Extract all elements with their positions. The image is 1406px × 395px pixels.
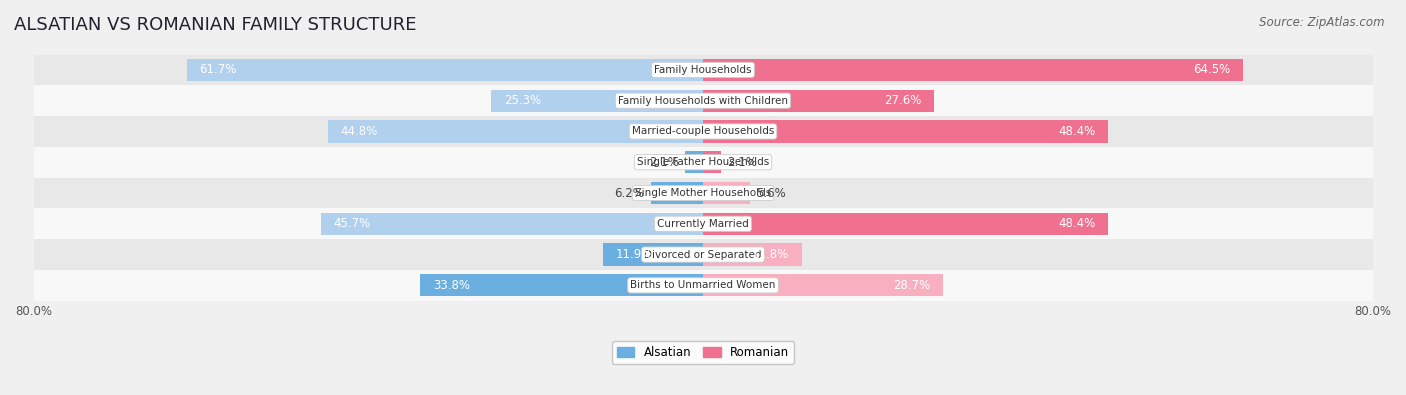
Text: 61.7%: 61.7%	[200, 63, 236, 76]
Bar	[651, 182, 703, 204]
Text: 64.5%: 64.5%	[1192, 63, 1230, 76]
Bar	[703, 213, 1108, 235]
Text: Source: ZipAtlas.com: Source: ZipAtlas.com	[1260, 16, 1385, 29]
Bar	[321, 213, 703, 235]
Bar	[703, 182, 749, 204]
Bar	[34, 270, 1372, 301]
Bar	[34, 116, 1372, 147]
Text: Single Mother Households: Single Mother Households	[636, 188, 770, 198]
Bar	[34, 147, 1372, 178]
Text: Divorced or Separated: Divorced or Separated	[644, 250, 762, 260]
Text: 27.6%: 27.6%	[884, 94, 921, 107]
Text: 48.4%: 48.4%	[1059, 217, 1095, 230]
Bar	[187, 59, 703, 81]
Text: ALSATIAN VS ROMANIAN FAMILY STRUCTURE: ALSATIAN VS ROMANIAN FAMILY STRUCTURE	[14, 16, 416, 34]
Text: Family Households with Children: Family Households with Children	[619, 96, 787, 106]
Text: 2.1%: 2.1%	[648, 156, 679, 169]
Bar	[703, 90, 934, 112]
Bar	[34, 85, 1372, 116]
Text: 25.3%: 25.3%	[503, 94, 541, 107]
Text: 44.8%: 44.8%	[340, 125, 378, 138]
Bar	[34, 55, 1372, 85]
Bar	[703, 274, 943, 296]
Bar	[703, 243, 801, 266]
Text: Currently Married: Currently Married	[657, 219, 749, 229]
Bar	[34, 239, 1372, 270]
Bar	[491, 90, 703, 112]
Text: 5.6%: 5.6%	[756, 186, 786, 199]
Text: 6.2%: 6.2%	[614, 186, 644, 199]
Text: 11.8%: 11.8%	[752, 248, 789, 261]
Text: 48.4%: 48.4%	[1059, 125, 1095, 138]
Bar	[686, 151, 703, 173]
Text: 2.1%: 2.1%	[727, 156, 758, 169]
Bar	[420, 274, 703, 296]
Bar	[328, 120, 703, 143]
Bar	[703, 151, 720, 173]
Text: 45.7%: 45.7%	[333, 217, 370, 230]
Legend: Alsatian, Romanian: Alsatian, Romanian	[612, 341, 794, 364]
Bar	[603, 243, 703, 266]
Text: Single Father Households: Single Father Households	[637, 157, 769, 167]
Bar	[34, 209, 1372, 239]
Bar	[703, 59, 1243, 81]
Bar	[34, 178, 1372, 209]
Bar	[703, 120, 1108, 143]
Text: Married-couple Households: Married-couple Households	[631, 126, 775, 136]
Text: 28.7%: 28.7%	[893, 279, 931, 292]
Text: 33.8%: 33.8%	[433, 279, 470, 292]
Text: Births to Unmarried Women: Births to Unmarried Women	[630, 280, 776, 290]
Text: Family Households: Family Households	[654, 65, 752, 75]
Text: 11.9%: 11.9%	[616, 248, 654, 261]
